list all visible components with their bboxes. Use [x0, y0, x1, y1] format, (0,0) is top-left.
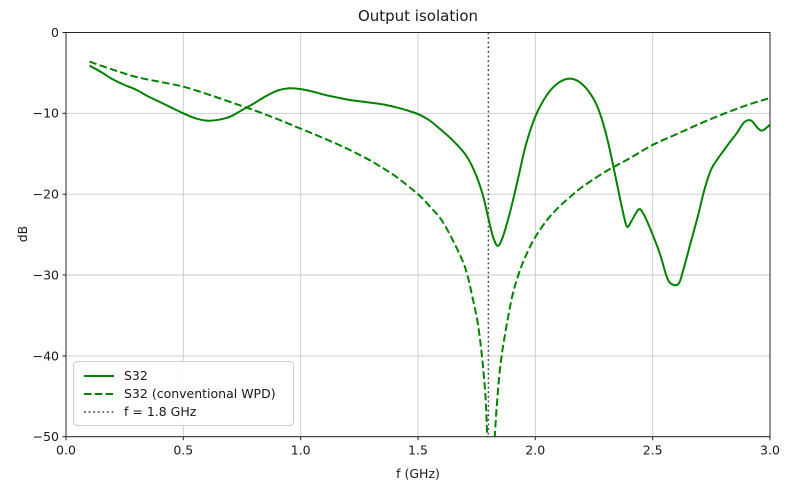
x-axis-label: f (GHz)	[396, 466, 440, 481]
x-tick-label: 0.5	[173, 442, 193, 457]
legend: S32 S32 (conventional WPD) f = 1.8 GHz	[73, 361, 294, 426]
x-tick-label: 2.5	[643, 442, 663, 457]
y-tick-label: 0	[51, 25, 59, 40]
legend-line-dotted-icon	[84, 410, 114, 413]
legend-label-s32: S32	[124, 368, 148, 383]
x-tick-label: 1.5	[408, 442, 428, 457]
x-tick-label: 2.0	[525, 442, 545, 457]
y-tick-label: −40	[33, 348, 59, 363]
legend-line-solid-icon	[84, 374, 114, 377]
y-tick-label: −30	[33, 267, 59, 282]
x-tick-label: 3.0	[760, 442, 780, 457]
y-tick-label: −10	[33, 106, 59, 121]
y-axis-label: dB	[15, 225, 30, 243]
y-tick-label: −50	[33, 429, 59, 444]
x-tick-label: 0.0	[56, 442, 76, 457]
y-tick-label: −20	[33, 187, 59, 202]
legend-item-f-marker: f = 1.8 GHz	[83, 403, 284, 420]
legend-label-f-marker: f = 1.8 GHz	[124, 404, 197, 419]
series-group	[89, 60, 770, 437]
series-line-0	[89, 64, 770, 287]
legend-label-s32-conventional: S32 (conventional WPD)	[124, 386, 276, 401]
chart-title: Output isolation	[357, 7, 479, 25]
series-line-1	[89, 60, 770, 437]
x-tick-label: 1.0	[291, 442, 311, 457]
legend-item-s32: S32	[83, 367, 284, 384]
legend-line-dashed-icon	[84, 392, 114, 395]
legend-item-s32-conventional: S32 (conventional WPD)	[83, 385, 284, 402]
